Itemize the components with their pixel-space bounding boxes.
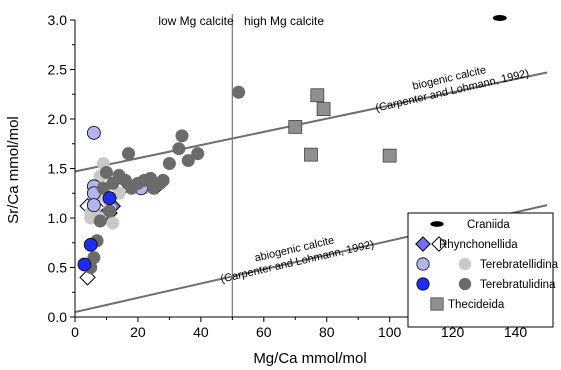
legend-label-thecideida: Thecideida — [448, 299, 505, 311]
data-point-terebratellidina — [106, 216, 120, 230]
data-point-terebratulidina — [93, 214, 107, 228]
legend-label-terebratellidina: Terebratellidina — [480, 259, 559, 271]
biogenic-calcite-line — [74, 71, 548, 173]
region-label-low-mg: low Mg calcite — [158, 14, 234, 28]
data-point-terebratulidina — [77, 257, 92, 272]
x-tick-label: 40 — [193, 324, 209, 340]
x-tick-label: 0 — [71, 324, 79, 340]
data-point-terebratulidina — [102, 191, 117, 206]
x-axis-title: Mg/Ca mmol/mol — [253, 350, 366, 367]
y-tick-label: 1.5 — [48, 161, 68, 177]
y-tick-label: 2.0 — [48, 111, 68, 127]
y-axis-ticks: 0.0 0.5 1.0 1.5 2.0 2.5 3.0 — [48, 12, 75, 325]
data-point-terebratulidina — [175, 129, 189, 143]
legend-marker-rhynchonellida — [415, 236, 431, 252]
data-point-terebratulidina — [87, 251, 101, 265]
x-tick-label: 20 — [130, 324, 146, 340]
data-point-terebratulidina — [232, 85, 246, 99]
legend-marker-terebratellidina — [416, 257, 430, 271]
legend-marker-thecideida — [430, 297, 444, 311]
data-point-craniida — [492, 15, 507, 22]
data-point-terebratulidina — [156, 173, 170, 187]
legend-marker-terebratellidina — [458, 257, 472, 271]
legend: Craniida Rhynchonellida Terebratellidina… — [407, 212, 559, 328]
data-point-thecideida — [382, 148, 397, 163]
legend-marker-rhynchonellida — [431, 236, 447, 252]
data-point-terebratulidina — [121, 147, 135, 161]
data-point-terebratulidina — [83, 237, 98, 252]
data-point-thecideida — [304, 147, 318, 162]
legend-label-craniida: Craniida — [467, 219, 510, 231]
region-label-high-mg: high Mg calcite — [244, 14, 324, 28]
legend-label-terebratulidina: Terebratulidina — [480, 279, 556, 291]
data-point-terebratulidina — [162, 157, 176, 171]
x-axis-ticks: 0 20 40 60 80 100 120 140 — [71, 317, 548, 340]
x-tick-label: 60 — [256, 324, 272, 340]
x-tick-label: 120 — [441, 324, 465, 340]
legend-marker-terebratulidina — [458, 277, 472, 291]
data-point-terebratellidina — [86, 198, 101, 213]
data-point-terebratulidina — [181, 154, 195, 168]
legend-marker-terebratulidina — [416, 277, 430, 291]
y-tick-label: 1.0 — [48, 210, 68, 226]
y-tick-label: 2.5 — [48, 62, 68, 78]
data-point-terebratulidina — [103, 204, 117, 218]
data-point-terebratulidina — [191, 147, 205, 161]
data-point-thecideida — [310, 88, 325, 103]
x-tick-label: 100 — [378, 324, 402, 340]
legend-label-rhynchonellida: Rhynchonellida — [439, 239, 518, 251]
y-tick-label: 3.0 — [48, 12, 68, 28]
y-tick-label: 0.5 — [48, 260, 68, 276]
data-point-terebratellidina — [86, 125, 101, 140]
y-tick-label: 0.0 — [48, 309, 68, 325]
data-point-thecideida — [288, 120, 303, 134]
data-point-thecideida — [316, 102, 331, 116]
data-point-terebratulidina — [172, 142, 186, 156]
data-points — [77, 15, 507, 286]
y-axis-title: Sr/Ca mmol/mol — [5, 116, 22, 224]
legend-markers — [415, 221, 472, 311]
x-tick-label: 80 — [319, 324, 335, 340]
data-point-terebratulidina — [99, 165, 113, 179]
legend-marker-craniida — [430, 221, 444, 227]
x-tick-label: 140 — [504, 324, 528, 340]
